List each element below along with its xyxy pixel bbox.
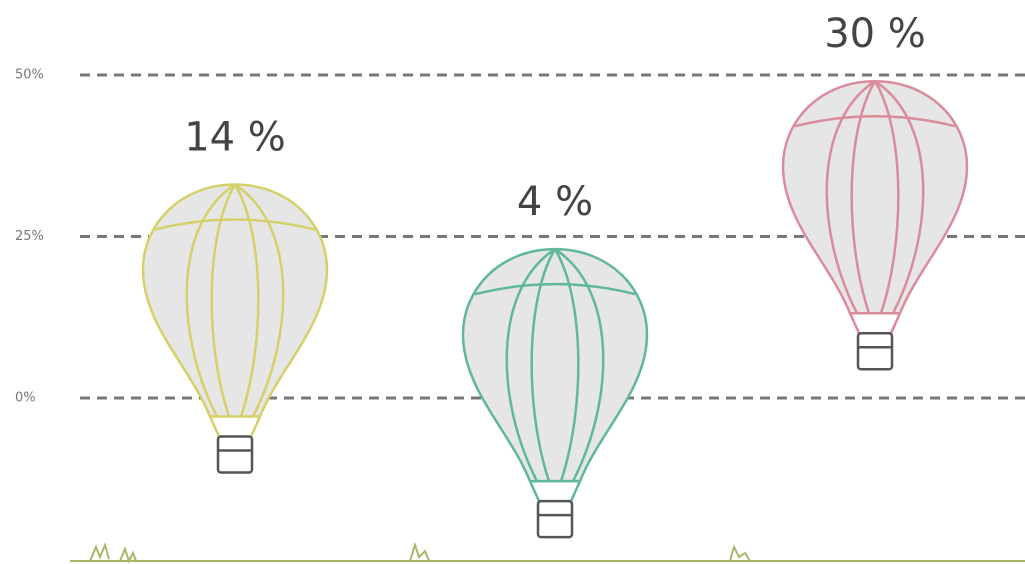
ropes <box>850 313 900 333</box>
basket <box>218 437 252 473</box>
value-label: 14 % <box>184 115 286 161</box>
chart: 0% 25% 50% 14 % 4 % 30 % <box>0 0 1025 564</box>
ropes <box>210 417 260 437</box>
balloon <box>463 249 647 537</box>
balloon <box>783 81 967 369</box>
basket <box>538 501 572 537</box>
value-label: 4 % <box>517 179 593 225</box>
y-tick-label: 25% <box>15 229 44 244</box>
ropes <box>530 481 580 501</box>
value-label: 30 % <box>824 11 926 57</box>
ground <box>70 545 1025 561</box>
basket <box>858 333 892 369</box>
balloon <box>143 185 327 473</box>
y-tick-label: 0% <box>15 391 36 406</box>
y-tick-label: 50% <box>15 68 44 83</box>
